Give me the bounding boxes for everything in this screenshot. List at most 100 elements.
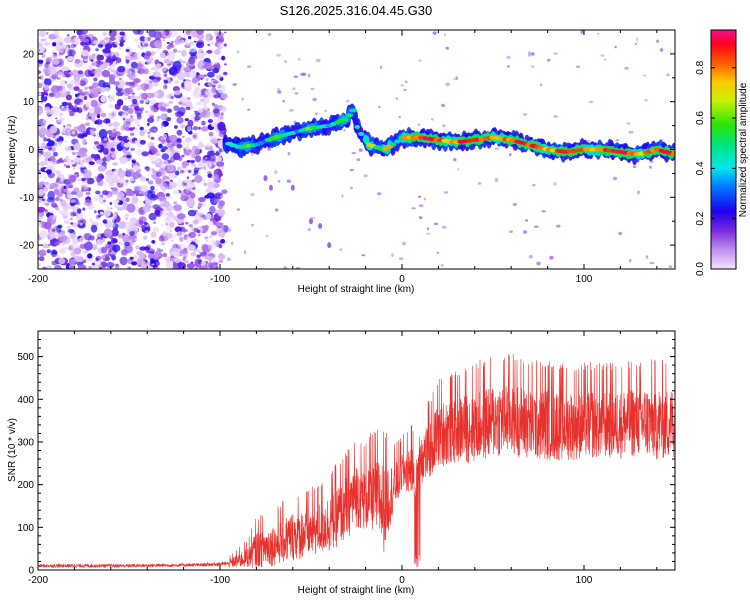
noise-blob [196,50,205,60]
noise-blob [612,176,618,181]
noise-blob [77,135,82,138]
noise-blob [126,107,134,115]
colorbar-cell [711,63,736,67]
noise-blob [118,77,123,81]
noise-blob [42,125,46,128]
colorbar-cell [711,71,736,75]
noise-blob [176,129,183,136]
noise-blob [282,99,285,103]
noise-blob [91,62,97,66]
noise-blob [172,86,180,92]
colorbar-cell [711,189,736,192]
noise-blob [96,54,102,61]
noise-blob [146,265,153,269]
noise-blob [46,58,50,63]
spectral-ridge [222,103,675,249]
noise-blob [163,79,169,84]
noise-blob [356,158,361,162]
noise-blob [151,147,158,154]
noise-blob [41,198,46,201]
noise-blob [185,30,191,36]
noise-blob [145,249,152,254]
noise-blob [312,97,317,102]
noise-blob [39,75,44,80]
noise-blob [38,70,42,74]
noise-blob [141,224,146,230]
noise-blob [283,266,288,269]
noise-blob [73,143,81,151]
noise-blob [198,48,204,54]
noise-blob [349,186,353,190]
noise-blob [197,107,204,113]
noise-blob [236,50,240,54]
noise-blob [603,58,607,61]
noise-blob [113,81,120,86]
x-tick-label: -100 [210,274,230,285]
colorbar-cell [711,111,736,115]
y-tick-label: 10 [23,97,35,108]
noise-blob [178,101,183,105]
colorbar-cell [711,83,736,87]
noise-blob [426,232,431,235]
noise-blob [289,109,294,112]
noise-blob [265,234,269,237]
noise-blob [183,182,187,186]
noise-blob [119,42,124,47]
noise-blob [102,48,111,54]
noise-blob [86,113,91,118]
colorbar-cell [711,151,736,154]
colorbar-cell [711,261,736,264]
noise-blob [456,168,460,171]
noise-blob [102,190,109,196]
noise-blob [113,187,117,191]
noise-blob [626,122,631,125]
noise-blob [227,228,232,232]
noise-blob [188,224,193,228]
noise-blob [77,70,84,75]
noise-blob [187,35,192,40]
noise-blob [156,247,160,252]
noise-blob [102,32,107,36]
noise-blob [152,73,157,77]
noise-blob [127,266,132,269]
noise-blob [297,57,301,61]
noise-blob [72,151,76,156]
noise-blob [523,113,528,116]
noise-blob [200,260,206,267]
noise-blob [209,235,213,239]
noise-blob [43,186,49,192]
noise-blob [477,182,482,185]
noise-blob [208,154,216,162]
noise-blob [632,165,637,169]
noise-blob [377,192,382,196]
noise-blob [38,223,42,227]
noise-blob [158,203,164,208]
noise-blob [66,56,75,62]
ridge-core [670,151,675,156]
colorbar-cell [711,227,736,230]
noise-blob [39,127,48,136]
colorbar-cell [711,47,736,51]
noise-blob [100,44,104,47]
noise-blob [666,73,670,77]
noise-blob [100,95,107,103]
noise-blob [160,201,165,205]
colorbar-cell [711,37,736,41]
noise-blob [108,103,114,109]
noise-blob [63,210,69,216]
noise-blob [194,116,201,121]
bottom-x-axis: -200 -100 0 100 [28,331,658,586]
noise-blob [108,250,112,253]
noise-blob [161,153,170,161]
noise-blob [404,80,408,84]
noise-blob [198,212,205,218]
noise-blob [423,197,426,201]
noise-blob [139,216,147,224]
noise-blob [93,141,100,145]
noise-blob [193,249,198,253]
noise-blob [136,114,142,120]
ridge-core [354,124,361,129]
noise-blob [166,108,172,113]
noise-blob [624,66,629,70]
noise-blob [190,192,196,199]
